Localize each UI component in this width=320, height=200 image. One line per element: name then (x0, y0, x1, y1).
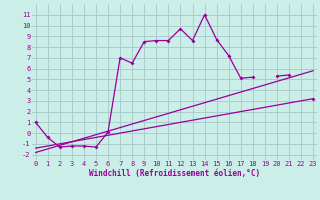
X-axis label: Windchill (Refroidissement éolien,°C): Windchill (Refroidissement éolien,°C) (89, 169, 260, 178)
